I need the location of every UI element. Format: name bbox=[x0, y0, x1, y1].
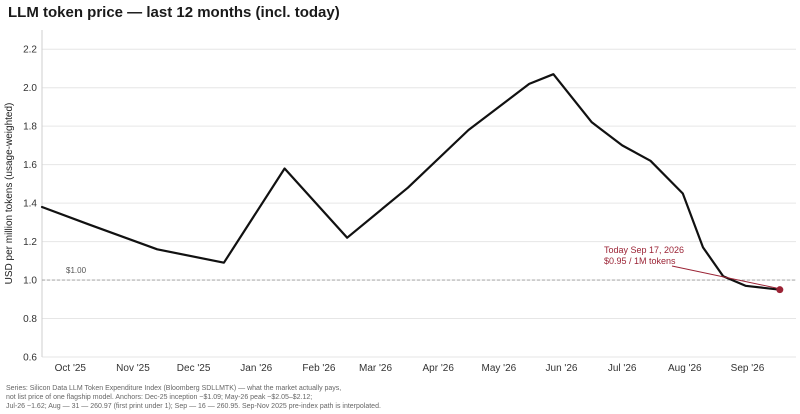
y-tick-label: 1.2 bbox=[23, 237, 37, 248]
y-tick-label: 2.2 bbox=[23, 45, 37, 56]
y-axis-title: USD per million tokens (usage-weighted) bbox=[4, 103, 15, 285]
today-point bbox=[776, 286, 784, 294]
x-tick-label: Oct '25 bbox=[55, 363, 87, 374]
x-tick-label: May '26 bbox=[481, 363, 516, 374]
x-tick-label: Aug '26 bbox=[668, 363, 702, 374]
x-tick-label: Jan '26 bbox=[240, 363, 272, 374]
annotation-text: $0.95 / 1M tokens bbox=[604, 256, 676, 266]
x-tick-label: Nov '25 bbox=[116, 363, 150, 374]
y-tick-label: 0.6 bbox=[23, 353, 37, 364]
x-tick-label: Sep '26 bbox=[731, 363, 765, 374]
x-tick-label: Mar '26 bbox=[359, 363, 392, 374]
y-tick-label: 1.6 bbox=[23, 160, 37, 171]
footnote-line: Jul-26 ~1.62; Aug — 31 — 260.97 (first p… bbox=[6, 403, 381, 410]
x-tick-label: Jun '26 bbox=[546, 363, 578, 374]
footnote: Series: Silicon Data LLM Token Expenditu… bbox=[6, 384, 381, 411]
y-tick-label: 1.0 bbox=[23, 276, 37, 287]
y-tick-label: 0.8 bbox=[23, 314, 37, 325]
reference-line-label: $1.00 bbox=[66, 266, 87, 275]
x-tick-label: Jul '26 bbox=[608, 363, 637, 374]
annotation-text: Today Sep 17, 2026 bbox=[604, 245, 684, 255]
footnote-line: Series: Silicon Data LLM Token Expenditu… bbox=[6, 385, 342, 392]
x-tick-label: Apr '26 bbox=[423, 363, 455, 374]
footnote-line: not list price of one flagship model. An… bbox=[6, 394, 313, 401]
chart-title: LLM token price — last 12 months (incl. … bbox=[8, 4, 340, 21]
y-tick-label: 1.4 bbox=[23, 199, 37, 210]
y-tick-label: 1.8 bbox=[23, 122, 37, 133]
x-tick-label: Feb '26 bbox=[302, 363, 335, 374]
y-tick-label: 2.0 bbox=[23, 83, 37, 94]
annotation-leader bbox=[671, 265, 777, 289]
series-line bbox=[40, 73, 781, 291]
x-tick-label: Dec '25 bbox=[177, 363, 211, 374]
